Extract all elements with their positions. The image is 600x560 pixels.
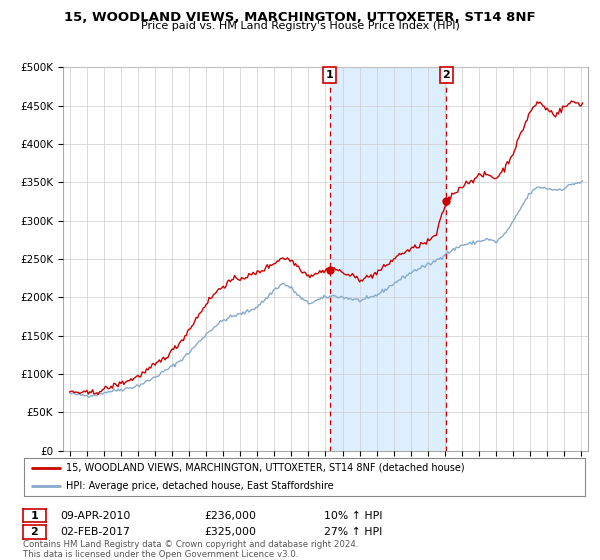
- Text: Price paid vs. HM Land Registry's House Price Index (HPI): Price paid vs. HM Land Registry's House …: [140, 21, 460, 31]
- Text: 1: 1: [326, 70, 334, 80]
- Text: 2: 2: [442, 70, 450, 80]
- Text: 27% ↑ HPI: 27% ↑ HPI: [324, 527, 382, 537]
- Text: 10% ↑ HPI: 10% ↑ HPI: [324, 511, 383, 521]
- Text: 15, WOODLAND VIEWS, MARCHINGTON, UTTOXETER, ST14 8NF: 15, WOODLAND VIEWS, MARCHINGTON, UTTOXET…: [64, 11, 536, 24]
- Text: £325,000: £325,000: [204, 527, 256, 537]
- Bar: [330, 67, 446, 451]
- Text: HPI: Average price, detached house, East Staffordshire: HPI: Average price, detached house, East…: [66, 481, 334, 491]
- Text: 09-APR-2010: 09-APR-2010: [60, 511, 130, 521]
- Text: 2: 2: [31, 527, 38, 537]
- Text: 02-FEB-2017: 02-FEB-2017: [60, 527, 130, 537]
- Text: 1: 1: [31, 511, 38, 521]
- Text: 15, WOODLAND VIEWS, MARCHINGTON, UTTOXETER, ST14 8NF (detached house): 15, WOODLAND VIEWS, MARCHINGTON, UTTOXET…: [66, 463, 465, 473]
- Text: £236,000: £236,000: [204, 511, 256, 521]
- Text: Contains HM Land Registry data © Crown copyright and database right 2024.
This d: Contains HM Land Registry data © Crown c…: [23, 540, 358, 559]
